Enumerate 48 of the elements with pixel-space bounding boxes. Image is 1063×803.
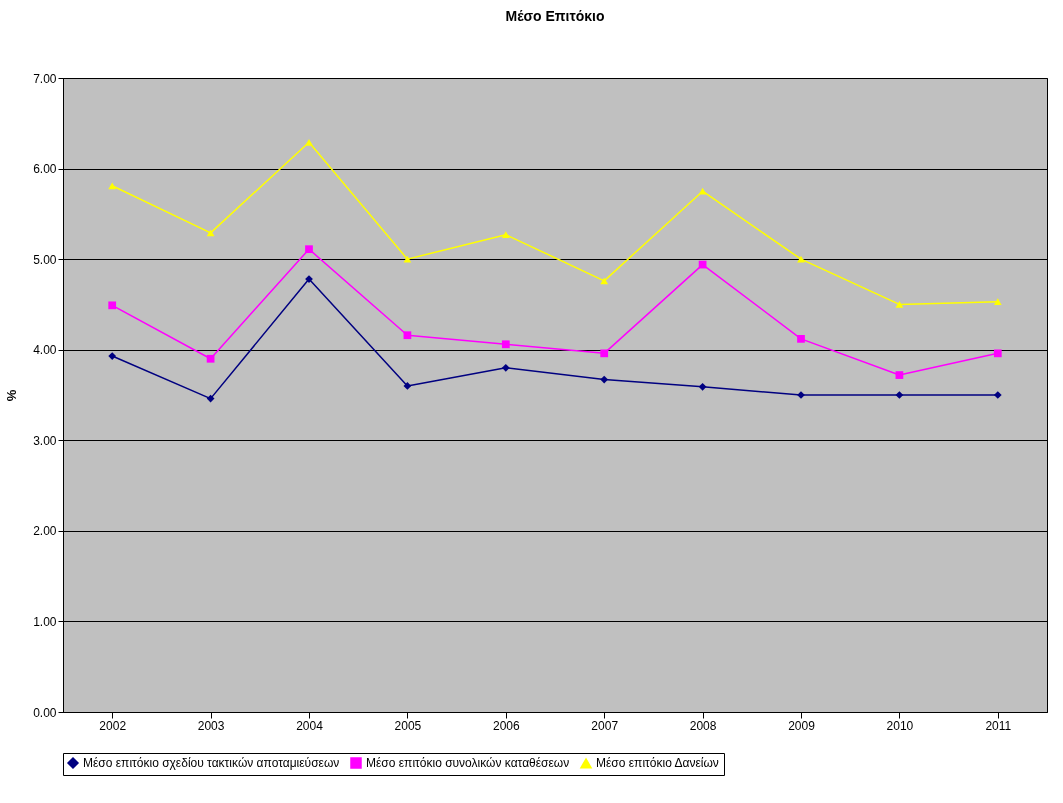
chart-title: Μέσο Επιτόκιο [505, 8, 605, 24]
y-tick-label: 6.00 [33, 162, 57, 177]
point [993, 298, 1002, 306]
point [993, 391, 1002, 399]
point [108, 182, 117, 190]
point [403, 382, 412, 390]
point [600, 375, 609, 384]
y-axis-title: % [4, 389, 20, 402]
x-tick-label: 2009 [788, 718, 816, 733]
y-tick-label: 5.00 [33, 252, 57, 267]
point [895, 391, 904, 399]
point [501, 363, 510, 372]
y-tick-label: 1.00 [33, 614, 57, 629]
x-tick-label: 2004 [296, 718, 324, 733]
legend-label: Μέσο επιτόκιο Δανείων [596, 756, 719, 771]
x-tick-label: 2010 [886, 718, 914, 733]
point [698, 382, 707, 391]
x-tick-label: 2002 [99, 718, 127, 733]
point [600, 349, 609, 358]
legend-label: Μέσο επιτόκιο συνολικών καταθέσεων [366, 756, 570, 770]
point [305, 138, 313, 146]
y-tick-label: 2.00 [33, 524, 57, 539]
y-tick-label: 4.00 [33, 343, 57, 358]
point [108, 352, 117, 360]
x-tick-label: 2003 [197, 718, 225, 733]
x-tick-label: 2006 [492, 718, 520, 733]
y-tick-label: 0.00 [33, 705, 57, 720]
x-tick-label: 2011 [985, 718, 1012, 733]
point [698, 187, 707, 195]
point [600, 277, 609, 285]
point [403, 331, 412, 340]
point [797, 334, 805, 343]
point [206, 354, 215, 363]
point [501, 231, 510, 239]
point [501, 340, 510, 349]
point [108, 301, 117, 310]
point [206, 394, 215, 403]
point [993, 349, 1002, 358]
y-tick-label: 3.00 [33, 433, 57, 448]
point [305, 245, 313, 254]
point [895, 301, 904, 308]
legend-label: Μέσο επιτόκιο σχεδίου τακτικών αποταμιεύσεων [83, 756, 340, 770]
point [895, 371, 904, 379]
y-tick-label: 7.00 [33, 71, 57, 86]
x-tick-label: 2005 [394, 718, 422, 733]
x-tick-label: 2007 [591, 718, 619, 733]
point [206, 229, 215, 237]
x-tick-label: 2008 [689, 718, 717, 733]
